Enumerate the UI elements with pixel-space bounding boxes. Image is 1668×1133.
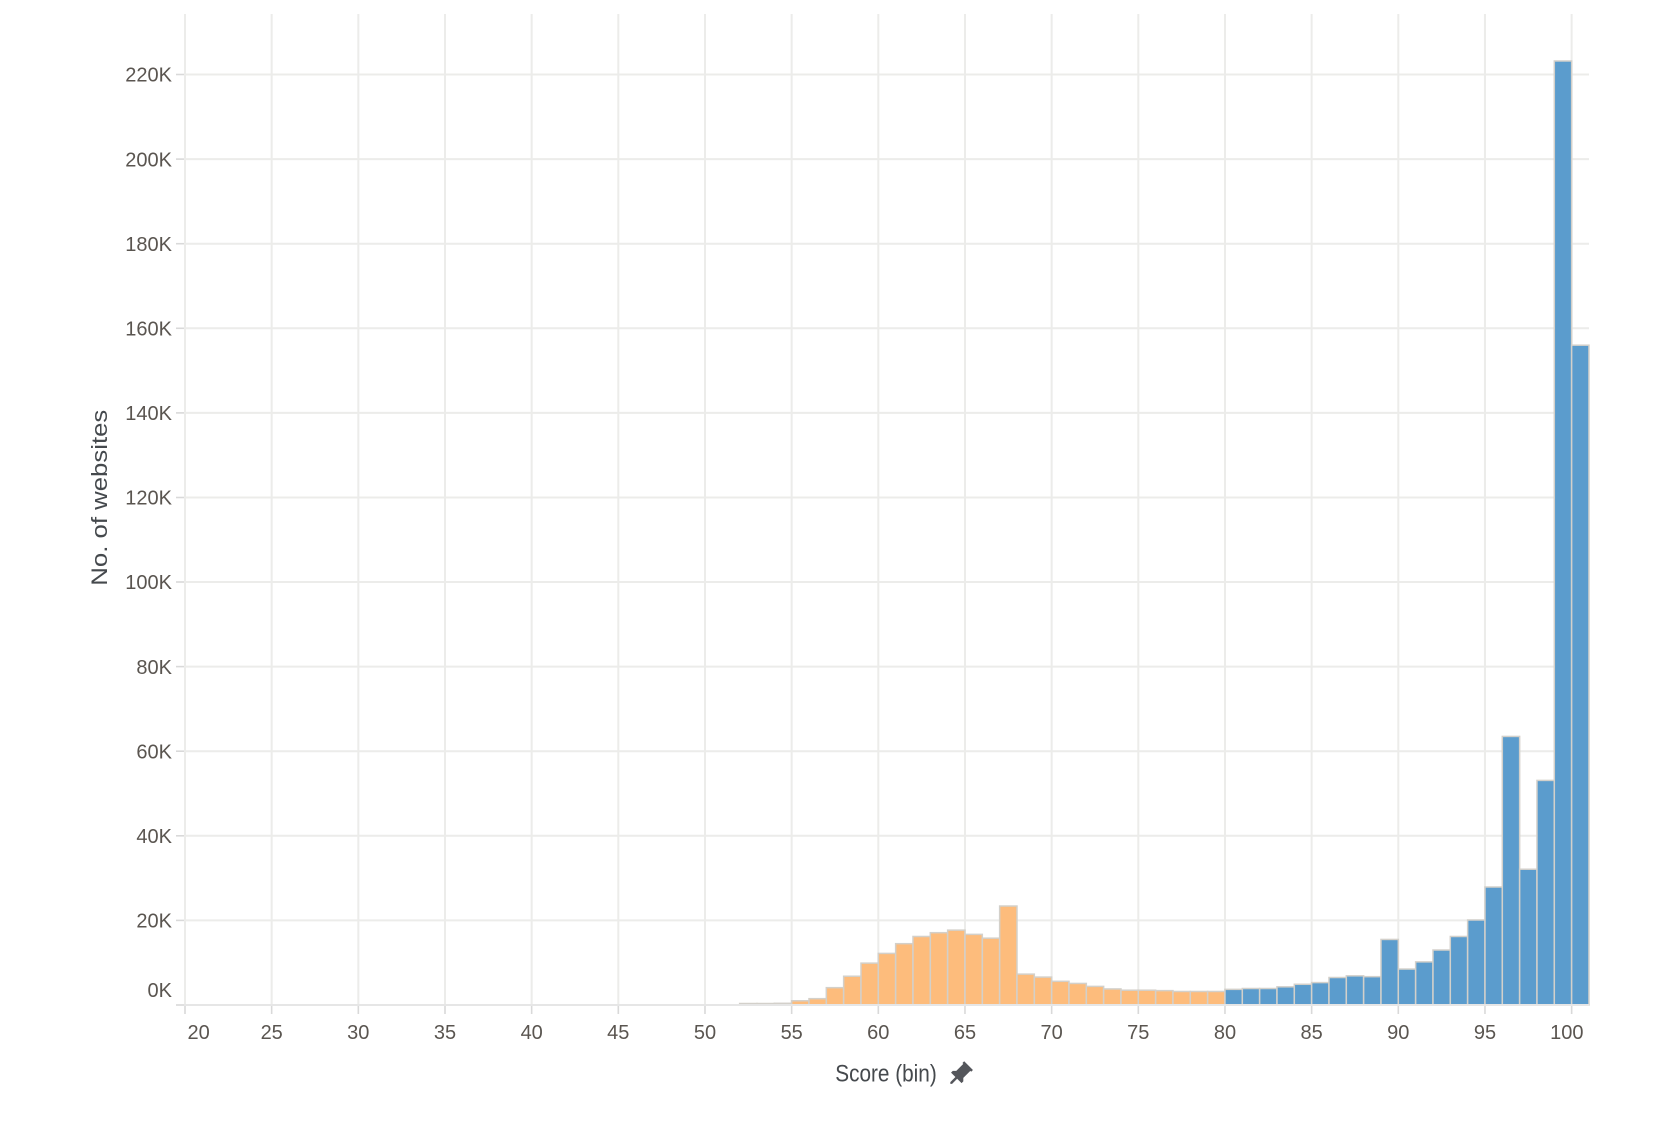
svg-text:25: 25 xyxy=(261,1022,283,1044)
svg-text:70: 70 xyxy=(1040,1022,1062,1044)
svg-text:65: 65 xyxy=(954,1022,976,1044)
svg-text:80: 80 xyxy=(1214,1022,1236,1044)
svg-text:200K: 200K xyxy=(125,149,172,171)
svg-text:90: 90 xyxy=(1387,1022,1409,1044)
svg-text:55: 55 xyxy=(781,1022,803,1044)
svg-text:60: 60 xyxy=(867,1022,889,1044)
svg-text:0K: 0K xyxy=(148,980,173,1002)
svg-text:No. of websites: No. of websites xyxy=(87,410,112,586)
svg-text:95: 95 xyxy=(1474,1022,1496,1044)
svg-text:75: 75 xyxy=(1127,1022,1149,1044)
svg-text:85: 85 xyxy=(1300,1022,1322,1044)
svg-text:160K: 160K xyxy=(125,319,172,341)
svg-text:60K: 60K xyxy=(136,741,172,763)
svg-text:35: 35 xyxy=(434,1022,456,1044)
svg-text:Score (bin): Score (bin) xyxy=(835,1061,937,1088)
svg-text:45: 45 xyxy=(607,1022,629,1044)
svg-text:20: 20 xyxy=(188,1022,210,1044)
svg-text:40K: 40K xyxy=(136,826,172,848)
svg-text:100: 100 xyxy=(1550,1022,1583,1044)
svg-text:140K: 140K xyxy=(125,403,172,425)
svg-text:120K: 120K xyxy=(125,488,172,510)
svg-text:180K: 180K xyxy=(125,234,172,256)
svg-text:80K: 80K xyxy=(136,657,172,679)
svg-text:30: 30 xyxy=(347,1022,369,1044)
svg-text:100K: 100K xyxy=(125,572,172,594)
svg-text:40: 40 xyxy=(521,1022,543,1044)
svg-text:20K: 20K xyxy=(136,911,172,933)
svg-text:220K: 220K xyxy=(125,65,172,87)
svg-text:50: 50 xyxy=(694,1022,716,1044)
